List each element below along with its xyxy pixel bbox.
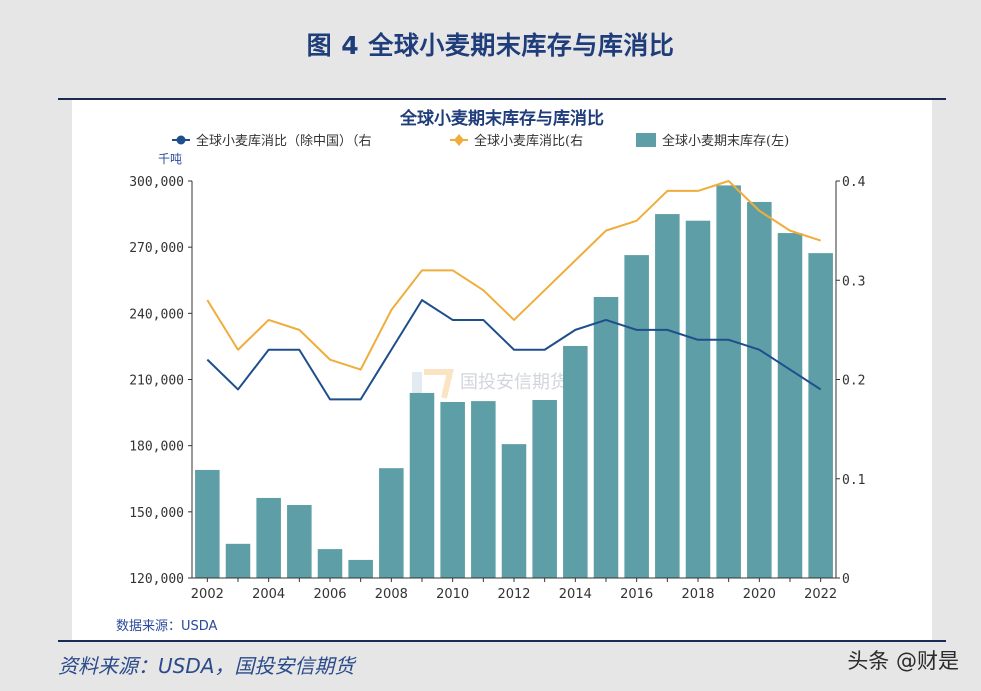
axes: 120,000 150,000 180,000 210,000 240,000 270,0… [129,175,865,602]
bar-2014 [563,345,588,578]
bar-2006 [317,549,343,578]
x-tick-label: 2018 [681,587,714,602]
bar-2015 [593,297,619,578]
x-tick-label: 2014 [559,587,592,602]
bottom-divider [58,640,946,642]
x-tick-label: 2008 [375,587,408,602]
x-tick-label: 2016 [620,587,653,602]
bar-2005 [287,504,312,578]
bar-2010 [440,401,465,578]
chart: 国投安信期货 全球小麦期末库存与库消比 全球小麦库消比（除中国）（右 全球小麦库… [116,108,866,634]
left-tick-label: 210,000 [129,374,184,389]
bar-2007 [348,559,373,578]
bar-2021 [777,233,803,578]
chart-panel: 国投安信期货 全球小麦期末库存与库消比 全球小麦库消比（除中国）（右 全球小麦库… [72,100,932,640]
left-axis-unit: 千吨 [158,152,182,166]
right-tick-label: 0.1 [842,473,865,488]
lines-series [206,180,822,401]
bars-series [195,185,833,579]
footer-source: 资料来源：USDA，国投安信期货 [58,654,355,678]
bar-2002 [195,469,220,578]
legend-dot-icon [176,135,186,145]
legend-item-global[interactable]: 全球小麦库消比(右 [450,133,583,149]
right-tick-label: 0.3 [842,274,865,289]
watermark: 国投安信期货 [412,369,568,399]
left-tick-label: 150,000 [129,506,184,521]
legend-label-ex-china: 全球小麦库消比（除中国）（右 [196,133,372,149]
bar-2011 [471,401,496,578]
legend-item-stocks[interactable]: 全球小麦期末库存(左) [636,133,789,149]
x-tick-label: 2004 [252,587,285,602]
bar-2004 [256,497,281,578]
right-tick-label: 0.2 [842,374,865,389]
top-divider [58,98,946,100]
watermark-logo-arc [424,369,454,399]
left-tick-label: 120,000 [129,572,184,587]
bar-2009 [409,392,435,578]
x-tick-label: 2020 [743,587,776,602]
legend-square-icon [636,133,656,147]
bar-2008 [379,468,404,578]
left-tick-label: 180,000 [129,440,184,455]
watermark-text: 国投安信期货 [460,372,568,393]
left-tick-label: 300,000 [129,175,184,190]
x-tick-label: 2010 [436,587,469,602]
legend-label-global: 全球小麦库消比(右 [474,133,583,149]
left-tick-label: 270,000 [129,241,184,256]
legend-label-stocks: 全球小麦期末库存(左) [662,133,789,149]
right-tick-label: 0 [842,572,850,587]
bar-2020 [747,201,772,579]
bar-2012 [501,444,527,578]
legend: 全球小麦库消比（除中国）（右 全球小麦库消比(右 全球小麦期末库存(左) [172,133,789,149]
legend-diamond-icon [454,134,464,146]
source-note: 数据来源：USDA [116,619,218,634]
figure-title: 图 4 全球小麦期末库存与库消比 [306,31,675,60]
bar-2019 [716,185,741,578]
left-tick-label: 240,000 [129,307,184,322]
x-tick-label: 2022 [804,587,837,602]
watermark-logo-bar [412,372,422,398]
bar-2022 [808,253,833,578]
bar-2018 [685,220,711,578]
bar-2003 [225,543,251,578]
x-tick-label: 2006 [313,587,346,602]
legend-item-ex-china[interactable]: 全球小麦库消比（除中国）（右 [172,133,372,149]
bar-2013 [532,400,557,578]
chart-title: 全球小麦期末库存与库消比 [399,108,604,129]
x-tick-label: 2012 [497,587,530,602]
bar-2016 [624,255,649,578]
x-tick-label: 2002 [191,587,224,602]
credit-watermark: 头条 @财是 [847,649,959,673]
bar-2017 [655,214,680,578]
right-tick-label: 0.4 [842,175,866,190]
